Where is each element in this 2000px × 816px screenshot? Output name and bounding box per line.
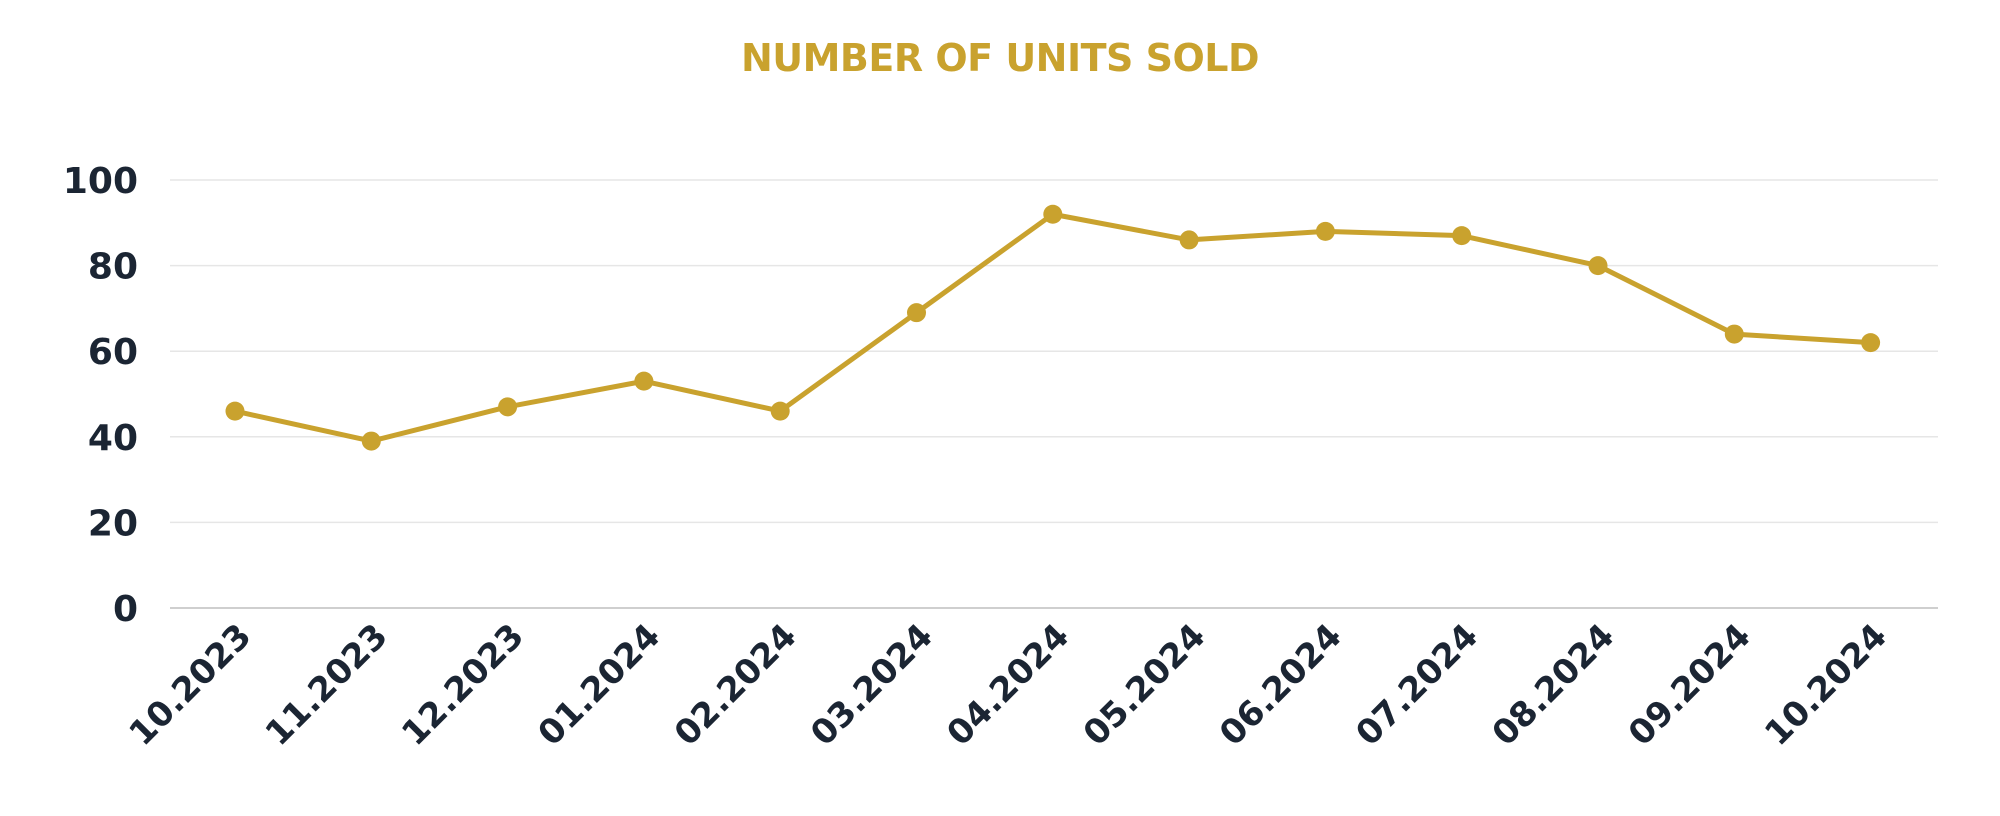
y-tick-label: 80 — [88, 247, 138, 288]
x-tick-label: 09.2024 — [1621, 616, 1759, 754]
data-point — [1452, 226, 1472, 246]
data-point — [225, 401, 245, 421]
x-tick-label: 04.2024 — [939, 616, 1077, 754]
x-tick-label: 07.2024 — [1348, 616, 1486, 754]
y-tick-label: 0 — [113, 589, 138, 630]
data-point — [361, 431, 381, 451]
x-tick-label: 12.2023 — [394, 616, 532, 754]
data-point — [770, 401, 790, 421]
series-units-sold — [225, 204, 1881, 451]
x-axis-ticks: 10.202311.202312.202301.202402.202403.20… — [122, 616, 1895, 754]
data-point — [498, 397, 518, 417]
y-tick-label: 20 — [88, 503, 138, 544]
chart-title: NUMBER OF UNITS SOLD — [740, 36, 1260, 80]
x-tick-label: 02.2024 — [667, 616, 805, 754]
data-point — [1861, 333, 1881, 353]
data-point — [1179, 230, 1199, 250]
data-point — [1724, 324, 1744, 344]
data-point — [1315, 221, 1335, 241]
grid-lines — [170, 179, 1938, 524]
y-axis-ticks: 0 20 40 60 80 100 — [63, 161, 138, 630]
x-tick-label: 11.2023 — [258, 616, 396, 754]
x-tick-label: 03.2024 — [803, 616, 941, 754]
x-tick-label: 10.2023 — [122, 616, 260, 754]
x-tick-label: 10.2024 — [1757, 616, 1895, 754]
series-line — [232, 211, 1874, 444]
data-point — [907, 303, 926, 323]
x-tick-label: 05.2024 — [1076, 616, 1214, 754]
x-tick-label: 06.2024 — [1212, 616, 1350, 754]
y-tick-label: 40 — [88, 418, 138, 459]
data-point — [1043, 204, 1063, 224]
data-point — [1588, 256, 1608, 276]
x-tick-label: 01.2024 — [530, 616, 668, 754]
y-tick-label: 60 — [88, 332, 138, 373]
x-tick-label: 08.2024 — [1485, 616, 1623, 754]
data-point — [634, 371, 654, 391]
y-tick-label: 100 — [63, 161, 138, 202]
